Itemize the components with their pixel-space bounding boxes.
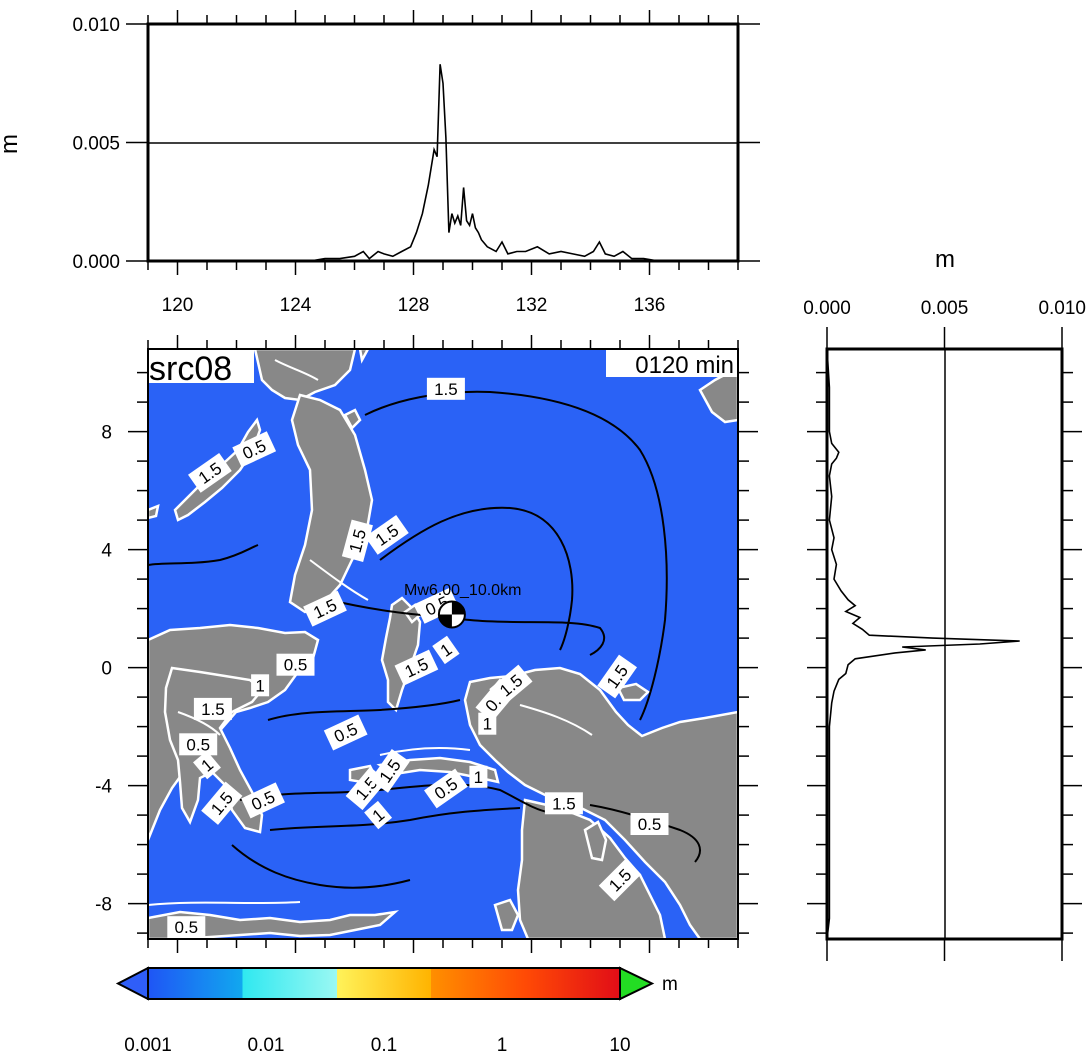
contour-banda — [269, 807, 521, 831]
contour-label: 1.5 — [426, 377, 465, 400]
top-ytick-label: 0.005 — [72, 134, 120, 155]
map-title: src08 — [149, 350, 232, 388]
map-ytick-label: 0 — [101, 659, 112, 680]
colorbar-tick-label: 0.1 — [371, 1035, 397, 1056]
black-contour-lines — [148, 390, 701, 889]
epicenter-beachball — [437, 600, 466, 629]
top-xtick-label: 136 — [634, 295, 666, 316]
white-contour-lines — [148, 359, 593, 906]
land-northeast-island — [698, 370, 738, 424]
svg-text:1: 1 — [255, 676, 264, 695]
land-timor — [493, 898, 520, 932]
map-time: 0120 min — [635, 352, 734, 379]
white-contour-south — [148, 901, 301, 906]
colorbar-tick-label: 1 — [497, 1035, 508, 1056]
top-waveform-panel: 0.000 0.005 0.010 120 124 128 132 136 m — [0, 10, 760, 316]
contour-coast-1 — [329, 599, 606, 656]
map-panel: 1.50.51.51.5 1.51.5 0.511.50.511.5 0.51.5 1.… — [95, 335, 758, 953]
contour-label: 1.5 — [193, 697, 232, 720]
colorbar-tick-label: 0.01 — [248, 1035, 285, 1056]
svg-text:0.5: 0.5 — [284, 656, 308, 675]
colorbar-gradient — [147, 967, 621, 1000]
svg-text:0.5: 0.5 — [174, 918, 198, 937]
colorbar-tick-label: 10 — [609, 1035, 630, 1056]
map-ytick-label: 4 — [101, 541, 112, 562]
land-new-guinea — [463, 666, 738, 939]
contour-label: 0.5 — [276, 653, 315, 676]
contour-label: 1.5 — [544, 792, 583, 815]
title-box — [148, 349, 254, 383]
time-box — [606, 349, 738, 377]
contour-label: 0.5 — [179, 733, 218, 756]
contour-south-1 — [239, 783, 549, 813]
svg-text:1.5: 1.5 — [201, 700, 225, 719]
svg-text:1: 1 — [483, 715, 492, 734]
map-ytick-label: -4 — [95, 777, 112, 798]
contour-label: 1.5 — [341, 519, 373, 562]
svg-text:1: 1 — [474, 768, 483, 787]
top-xtick-label: 124 — [280, 295, 312, 316]
svg-text:0.5: 0.5 — [186, 735, 210, 754]
land-aru — [583, 820, 608, 862]
right-xlabel: m — [935, 246, 955, 273]
svg-text:1.5: 1.5 — [434, 380, 458, 399]
svg-text:0.5: 0.5 — [638, 815, 662, 834]
colorbar: m 0.001 0.01 0.1 1 10 — [115, 966, 678, 1056]
contour-west-1.5 — [148, 544, 259, 566]
svg-text:1.5: 1.5 — [552, 794, 576, 813]
top-xtick-label: 128 — [398, 295, 430, 316]
right-xtick-label: 0.000 — [803, 298, 851, 319]
colorbar-tick-label: 0.001 — [124, 1035, 172, 1056]
colorbar-under-triangle — [115, 966, 149, 1001]
top-ytick-label: 0.010 — [72, 15, 120, 36]
contour-label: 0.5 — [630, 813, 669, 835]
white-contour-sulawesi — [177, 711, 221, 736]
colorbar-over-triangle — [619, 966, 655, 1001]
contour-far-south — [231, 844, 411, 889]
contour-inner-1.5 — [379, 506, 574, 651]
contour-east — [589, 804, 701, 863]
contour-central — [267, 699, 461, 721]
top-ylabel: m — [0, 134, 23, 154]
source-annotation: Mw6.00_10.0km — [404, 582, 521, 599]
land-palawan-tip — [148, 503, 160, 520]
right-xtick-label: 0.005 — [921, 298, 969, 319]
top-ytick-label: 0.000 — [72, 252, 120, 273]
top-xtick-label: 120 — [162, 295, 194, 316]
land-small-north-islands — [343, 408, 362, 431]
contour-label: 1 — [364, 800, 393, 830]
contour-label: 1 — [469, 765, 488, 788]
colorbar-unit: m — [662, 974, 678, 995]
top-xtick-label: 132 — [516, 295, 548, 316]
contour-label: 1 — [193, 750, 221, 780]
land-mindanao-northeast — [358, 349, 370, 364]
right-waveform-panel: 0.000 0.005 0.010 m — [803, 246, 1086, 961]
land-lesser-sunda — [148, 910, 400, 939]
land-biak — [616, 682, 650, 702]
top-waveform-line — [148, 64, 738, 261]
right-waveform-line — [827, 349, 1020, 939]
land-seram — [376, 756, 500, 784]
map-ytick-label: -8 — [95, 895, 112, 916]
contour-label: 1 — [251, 674, 270, 697]
white-contour-papua — [519, 704, 593, 736]
white-contour-luzon — [274, 359, 319, 381]
map-ytick-label: 8 — [101, 423, 112, 444]
white-contour-mindanao — [309, 559, 369, 601]
contour-label: 1 — [478, 712, 497, 735]
contour-label: 1 — [432, 635, 460, 665]
contour-label: 0.5 — [167, 916, 206, 939]
right-xtick-label: 0.010 — [1038, 298, 1086, 319]
